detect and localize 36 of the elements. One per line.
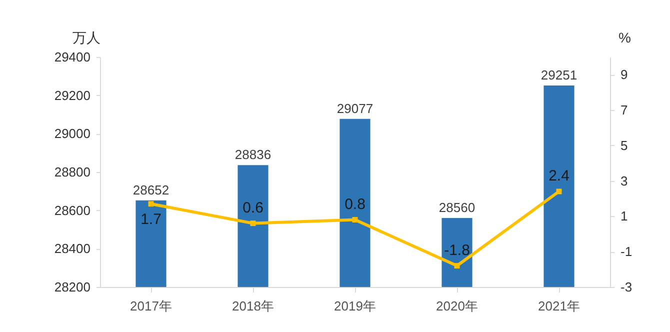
y-tick-label: 28200: [54, 280, 90, 294]
y2-tick-label: 5: [620, 138, 628, 153]
y-tick-label: 28800: [54, 164, 90, 180]
y2-tick-label: 7: [620, 102, 628, 118]
data-label: 29077: [336, 100, 374, 116]
data-label: 28560: [438, 200, 476, 215]
y2-axis-title: %: [618, 30, 631, 46]
y2-tick-label: 1: [620, 208, 628, 224]
data-label: 0.8: [344, 196, 366, 213]
x-tick-label: 2017年: [130, 298, 172, 314]
y-axis-title: 万人: [72, 30, 100, 46]
y2-tick-label: 9: [620, 67, 628, 82]
x-tick-label: 2018年: [232, 298, 274, 314]
y2-tick-label: 3: [620, 173, 628, 188]
data-label: 29251: [540, 68, 578, 83]
point: [148, 201, 154, 207]
point: [556, 188, 562, 194]
point: [250, 220, 256, 226]
x-tick-label: 2019年: [334, 298, 376, 314]
data-label: 28836: [234, 147, 272, 162]
point: [454, 263, 460, 269]
x-tick-label: 2020年: [436, 298, 478, 314]
data-label: 2.4: [548, 167, 570, 184]
y-tick-label: 28600: [54, 202, 90, 218]
point: [352, 217, 358, 223]
y2-tick-label: -1: [620, 244, 632, 260]
data-label: 0.6: [242, 199, 264, 216]
y-tick-label: 29400: [54, 50, 90, 64]
y-tick-label: 29200: [54, 88, 90, 103]
data-label: 1.7: [140, 210, 162, 228]
x-tick-label: 2021年: [538, 298, 580, 314]
data-label: 28652: [132, 182, 170, 198]
y-tick-label: 29000: [54, 126, 90, 142]
y2-tick-label: -3: [620, 280, 632, 294]
y-tick-label: 28400: [54, 241, 90, 256]
data-label: -1.8: [444, 242, 470, 259]
